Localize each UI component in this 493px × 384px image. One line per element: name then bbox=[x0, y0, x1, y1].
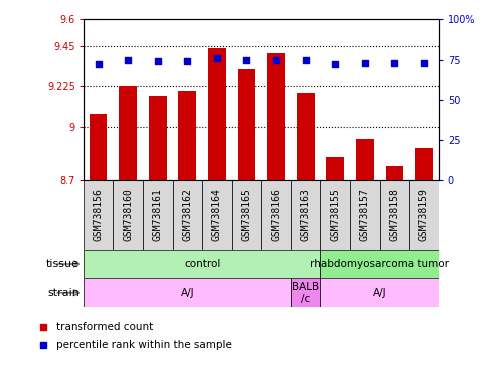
Text: A/J: A/J bbox=[180, 288, 194, 298]
Bar bbox=[291, 278, 320, 307]
Point bbox=[331, 61, 339, 68]
Point bbox=[390, 60, 398, 66]
Bar bbox=[297, 93, 315, 180]
Bar bbox=[320, 278, 439, 307]
Bar bbox=[386, 166, 403, 180]
Text: GSM738165: GSM738165 bbox=[242, 189, 251, 242]
Point bbox=[361, 60, 369, 66]
Bar bbox=[84, 250, 320, 278]
Bar bbox=[119, 86, 137, 180]
Bar bbox=[208, 48, 226, 180]
Text: percentile rank within the sample: percentile rank within the sample bbox=[56, 340, 232, 350]
Text: GSM738161: GSM738161 bbox=[153, 189, 163, 242]
Bar bbox=[143, 180, 173, 250]
Point bbox=[124, 56, 132, 63]
Bar bbox=[320, 250, 439, 278]
Bar bbox=[409, 180, 439, 250]
Text: GSM738164: GSM738164 bbox=[212, 189, 222, 242]
Text: GSM738163: GSM738163 bbox=[301, 189, 311, 242]
Point bbox=[302, 56, 310, 63]
Bar bbox=[173, 180, 202, 250]
Bar bbox=[202, 180, 232, 250]
Bar bbox=[415, 148, 433, 180]
Point bbox=[183, 58, 191, 64]
Bar bbox=[84, 180, 113, 250]
Point bbox=[272, 56, 280, 63]
Text: BALB
/c: BALB /c bbox=[292, 282, 319, 304]
Text: GSM738156: GSM738156 bbox=[94, 189, 104, 242]
Bar bbox=[291, 180, 320, 250]
Text: strain: strain bbox=[47, 288, 79, 298]
Text: GSM738162: GSM738162 bbox=[182, 189, 192, 242]
Bar bbox=[326, 157, 344, 180]
Point bbox=[243, 56, 250, 63]
Bar bbox=[90, 114, 107, 180]
Text: GSM738155: GSM738155 bbox=[330, 189, 340, 242]
Point bbox=[95, 61, 103, 68]
Bar bbox=[261, 180, 291, 250]
Bar bbox=[178, 91, 196, 180]
Text: control: control bbox=[184, 259, 220, 269]
Point bbox=[213, 55, 221, 61]
Bar bbox=[320, 180, 350, 250]
Text: GSM738159: GSM738159 bbox=[419, 189, 429, 242]
Text: GSM738166: GSM738166 bbox=[271, 189, 281, 242]
Point bbox=[420, 60, 428, 66]
Text: GSM738160: GSM738160 bbox=[123, 189, 133, 242]
Bar bbox=[380, 180, 409, 250]
Bar bbox=[113, 180, 143, 250]
Text: A/J: A/J bbox=[373, 288, 387, 298]
Bar bbox=[267, 53, 285, 180]
Bar bbox=[356, 139, 374, 180]
Bar bbox=[232, 180, 261, 250]
Text: transformed count: transformed count bbox=[56, 322, 154, 332]
Text: GSM738158: GSM738158 bbox=[389, 189, 399, 242]
Bar bbox=[238, 70, 255, 180]
Bar bbox=[149, 96, 167, 180]
Text: GSM738157: GSM738157 bbox=[360, 189, 370, 242]
Point bbox=[154, 58, 162, 64]
Bar bbox=[350, 180, 380, 250]
Text: rhabdomyosarcoma tumor: rhabdomyosarcoma tumor bbox=[310, 259, 449, 269]
Bar bbox=[84, 278, 291, 307]
Text: tissue: tissue bbox=[46, 259, 79, 269]
